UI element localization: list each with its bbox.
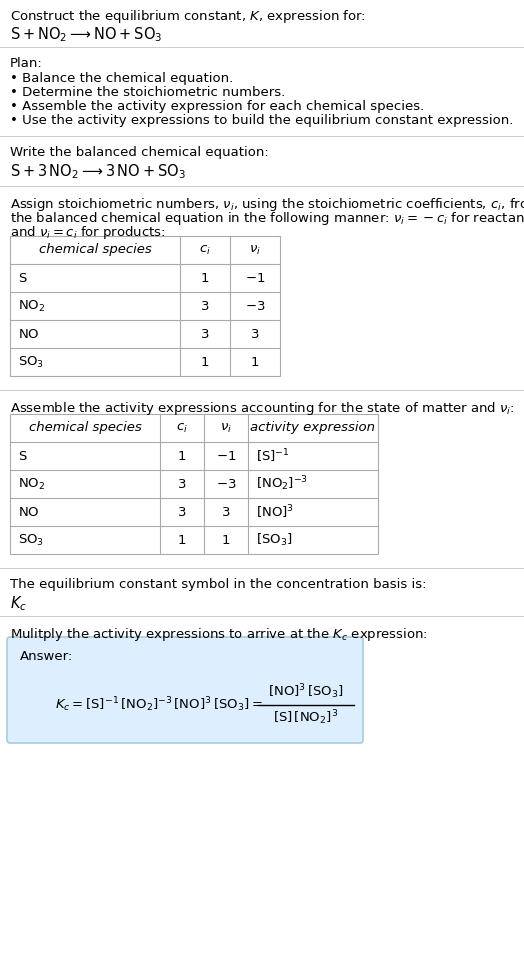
Text: $3$: $3$ xyxy=(250,327,260,341)
Bar xyxy=(10,414,378,554)
Text: $\nu_i$: $\nu_i$ xyxy=(249,243,261,256)
Text: chemical species: chemical species xyxy=(39,243,151,256)
Text: $\mathrm{NO}$: $\mathrm{NO}$ xyxy=(18,505,40,519)
Text: $[\mathrm{S}]\,[\mathrm{NO}_2]^{3}$: $[\mathrm{S}]\,[\mathrm{NO}_2]^{3}$ xyxy=(274,708,339,727)
Text: $c_i$: $c_i$ xyxy=(199,243,211,256)
Text: 1: 1 xyxy=(178,533,186,546)
Text: Construct the equilibrium constant, $K$, expression for:: Construct the equilibrium constant, $K$,… xyxy=(10,8,366,25)
Text: The equilibrium constant symbol in the concentration basis is:: The equilibrium constant symbol in the c… xyxy=(10,578,427,591)
Text: $[\mathrm{S}]^{-1}$: $[\mathrm{S}]^{-1}$ xyxy=(256,447,290,465)
Text: $\nu_i$: $\nu_i$ xyxy=(220,421,232,434)
Text: $K_c$: $K_c$ xyxy=(10,594,27,612)
Text: • Assemble the activity expression for each chemical species.: • Assemble the activity expression for e… xyxy=(10,100,424,113)
Text: 3: 3 xyxy=(201,327,209,341)
Text: chemical species: chemical species xyxy=(29,421,141,434)
Text: 1: 1 xyxy=(201,355,209,368)
Text: $\mathrm{S} + 3\,\mathrm{NO}_2 \longrightarrow 3\,\mathrm{NO} + \mathrm{SO}_3$: $\mathrm{S} + 3\,\mathrm{NO}_2 \longrigh… xyxy=(10,162,186,181)
Text: $c_i$: $c_i$ xyxy=(176,421,188,434)
Text: $\mathrm{S} + \mathrm{NO}_2 \longrightarrow \mathrm{NO} + \mathrm{SO}_3$: $\mathrm{S} + \mathrm{NO}_2 \longrightar… xyxy=(10,25,162,44)
Text: $3$: $3$ xyxy=(221,505,231,519)
Text: $-1$: $-1$ xyxy=(216,450,236,462)
FancyBboxPatch shape xyxy=(7,637,363,743)
Text: • Use the activity expressions to build the equilibrium constant expression.: • Use the activity expressions to build … xyxy=(10,114,514,127)
Text: activity expression: activity expression xyxy=(250,421,376,434)
Text: $1$: $1$ xyxy=(221,533,231,546)
Bar xyxy=(10,236,280,376)
Text: Answer:: Answer: xyxy=(20,650,73,663)
Text: $[\mathrm{NO}]^{3}$: $[\mathrm{NO}]^{3}$ xyxy=(256,503,294,521)
Text: 3: 3 xyxy=(178,505,186,519)
Text: Write the balanced chemical equation:: Write the balanced chemical equation: xyxy=(10,146,269,159)
Text: $\mathrm{NO}$: $\mathrm{NO}$ xyxy=(18,327,40,341)
Text: • Balance the chemical equation.: • Balance the chemical equation. xyxy=(10,72,233,85)
Text: $-3$: $-3$ xyxy=(216,478,236,491)
Text: Plan:: Plan: xyxy=(10,57,43,70)
Text: Assemble the activity expressions accounting for the state of matter and $\nu_i$: Assemble the activity expressions accoun… xyxy=(10,400,515,417)
Text: and $\nu_i = c_i$ for products:: and $\nu_i = c_i$ for products: xyxy=(10,224,166,241)
Text: $\mathrm{NO}_2$: $\mathrm{NO}_2$ xyxy=(18,477,46,492)
Text: 1: 1 xyxy=(178,450,186,462)
Text: 3: 3 xyxy=(178,478,186,491)
Text: $-1$: $-1$ xyxy=(245,272,265,284)
Text: $K_c = [\mathrm{S}]^{-1}\,[\mathrm{NO}_2]^{-3}\,[\mathrm{NO}]^{3}\,[\mathrm{SO}_: $K_c = [\mathrm{S}]^{-1}\,[\mathrm{NO}_2… xyxy=(55,696,263,714)
Text: $[\mathrm{NO}]^3\,[\mathrm{SO}_3]$: $[\mathrm{NO}]^3\,[\mathrm{SO}_3]$ xyxy=(268,682,344,701)
Text: $-3$: $-3$ xyxy=(245,300,265,313)
Text: 1: 1 xyxy=(201,272,209,284)
Text: • Determine the stoichiometric numbers.: • Determine the stoichiometric numbers. xyxy=(10,86,285,99)
Text: $\mathrm{SO}_3$: $\mathrm{SO}_3$ xyxy=(18,532,44,547)
Text: $1$: $1$ xyxy=(250,355,259,368)
Text: $[\mathrm{NO}_2]^{-3}$: $[\mathrm{NO}_2]^{-3}$ xyxy=(256,475,308,494)
Text: 3: 3 xyxy=(201,300,209,313)
Text: $\mathrm{SO}_3$: $\mathrm{SO}_3$ xyxy=(18,354,44,369)
Text: Assign stoichiometric numbers, $\nu_i$, using the stoichiometric coefficients, $: Assign stoichiometric numbers, $\nu_i$, … xyxy=(10,196,524,213)
Text: the balanced chemical equation in the following manner: $\nu_i = -c_i$ for react: the balanced chemical equation in the fo… xyxy=(10,210,524,227)
Text: $[\mathrm{SO}_3]$: $[\mathrm{SO}_3]$ xyxy=(256,532,292,548)
Text: $\mathrm{S}$: $\mathrm{S}$ xyxy=(18,450,28,462)
Text: Mulitply the activity expressions to arrive at the $K_c$ expression:: Mulitply the activity expressions to arr… xyxy=(10,626,428,643)
Text: $\mathrm{NO}_2$: $\mathrm{NO}_2$ xyxy=(18,299,46,314)
Text: $\mathrm{S}$: $\mathrm{S}$ xyxy=(18,272,28,284)
